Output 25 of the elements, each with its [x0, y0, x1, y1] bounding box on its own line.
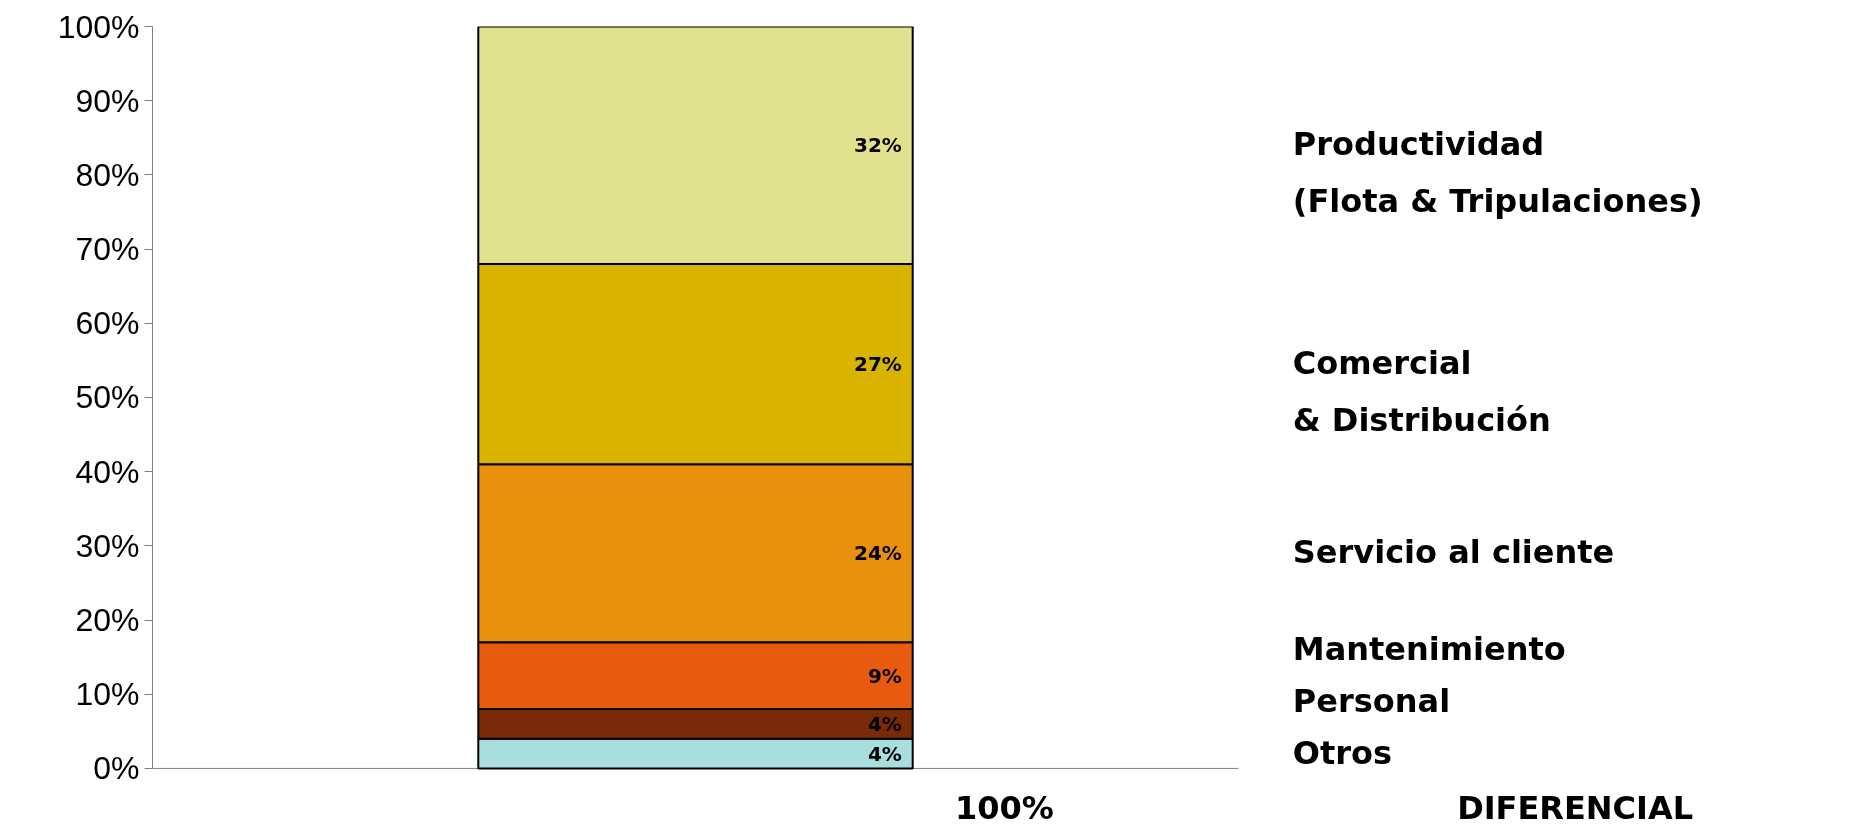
text: Comercial & Distribución	[1292, 344, 1551, 440]
y-tick-label: 40%	[75, 453, 140, 490]
y-tick-label: 100%	[57, 8, 140, 45]
y-tick-label: 80%	[75, 156, 140, 193]
y-tick-label: 30%	[75, 527, 140, 564]
y-tick-label: 70%	[75, 231, 140, 268]
text: Mantenimiento	[1292, 629, 1566, 668]
text: Otros	[1292, 733, 1393, 772]
total-label: 100%	[955, 788, 1054, 827]
text: Productividad (Flota & Tripulaciones)	[1292, 125, 1703, 221]
y-tick-label: 10%	[75, 676, 140, 713]
data-label: 9%	[867, 663, 902, 688]
text: Personal	[1292, 681, 1451, 720]
data-label: 24%	[853, 541, 902, 566]
text: Servicio al cliente	[1292, 533, 1615, 572]
y-tick-label: 60%	[75, 305, 140, 342]
y-tick-label: 20%	[75, 602, 140, 639]
data-label: 27%	[853, 352, 902, 377]
text: DIFERENCIAL	[1457, 788, 1694, 827]
y-tick-label: 90%	[75, 82, 140, 119]
data-label: 4%	[867, 711, 902, 736]
y-tick-label: 50%	[75, 379, 140, 416]
data-label: 32%	[853, 133, 902, 158]
y-tick-label: 0%	[93, 750, 140, 787]
data-label: 4%	[867, 741, 902, 766]
